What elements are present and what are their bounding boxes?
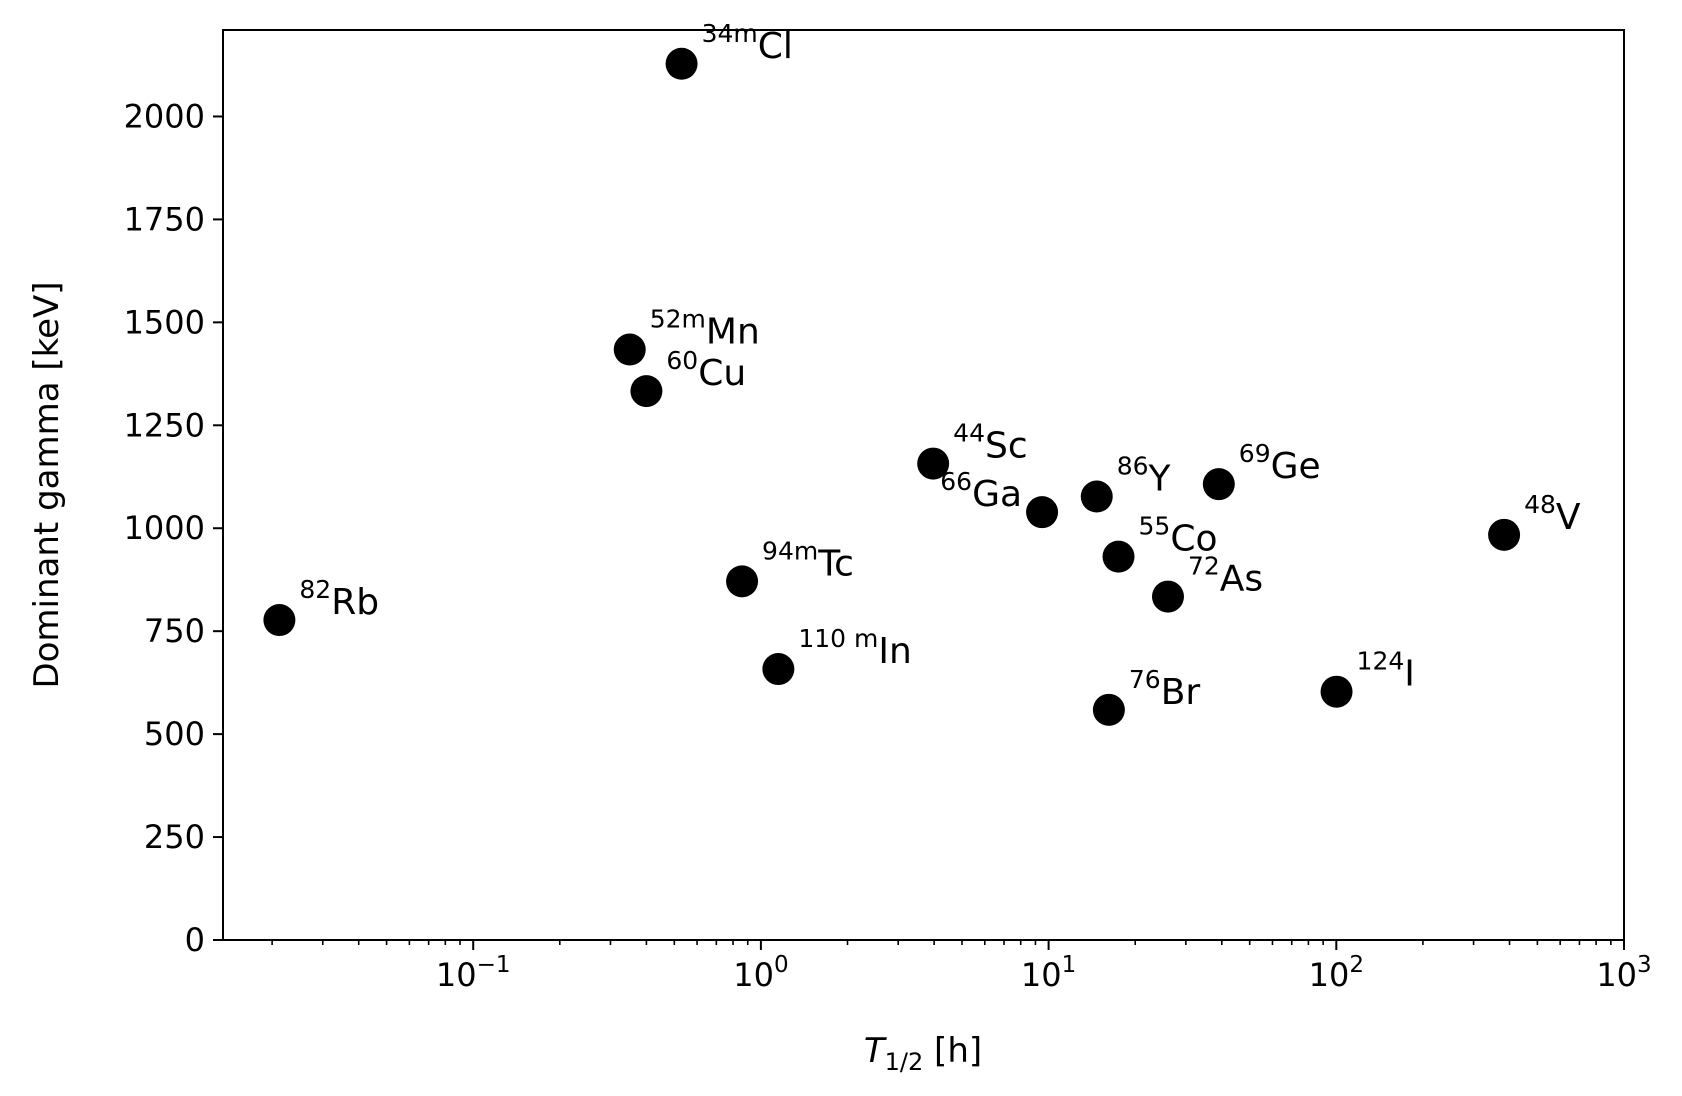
isotope-element: Tc bbox=[817, 543, 854, 584]
y-axis-label: Dominant gamma [keV] bbox=[27, 281, 67, 688]
isotope-mass-number: 82 bbox=[299, 575, 331, 604]
x-tick-base: 10 bbox=[1309, 956, 1350, 994]
point-86-y-label: 86Y bbox=[1117, 452, 1172, 500]
point-44-sc-label: 44Sc bbox=[953, 419, 1027, 467]
isotope-mass-number: 66 bbox=[940, 467, 972, 496]
point-34m-cl bbox=[665, 47, 698, 80]
isotope-mass-number: 55 bbox=[1139, 512, 1171, 541]
point-82-rb-label: 82Rb bbox=[299, 575, 379, 623]
isotope-element: Mn bbox=[706, 312, 760, 353]
y-tick-label: 500 bbox=[144, 715, 205, 753]
y-tick-label: 0 bbox=[185, 921, 205, 959]
point-55-co bbox=[1102, 540, 1135, 573]
point-55-co-label: 55Co bbox=[1139, 512, 1218, 560]
isotope-mass-number: 76 bbox=[1129, 665, 1161, 694]
x-tick-base: 10 bbox=[1596, 956, 1637, 994]
isotope-element: I bbox=[1404, 654, 1415, 695]
point-110-m-in-label: 110 mIn bbox=[798, 624, 911, 672]
point-76-br-label: 76Br bbox=[1129, 665, 1201, 713]
x-tick-label: 101 bbox=[1021, 952, 1076, 994]
y-tick-label: 1250 bbox=[124, 406, 205, 444]
x-axis-subscript: 1/2 bbox=[885, 1048, 924, 1076]
point-48-v-label: 48V bbox=[1524, 490, 1581, 538]
y-axis-ticks: 0 250 500 750 1000 1250 1500 1750 2000 bbox=[124, 97, 223, 959]
point-86-y bbox=[1080, 480, 1113, 513]
x-axis-ticks: 10−1 100 101 102 103 bbox=[271, 940, 1652, 994]
point-72-as-label: 72As bbox=[1188, 552, 1263, 600]
isotope-mass-number: 69 bbox=[1239, 439, 1271, 468]
x-tick-exponent: 3 bbox=[1637, 952, 1652, 978]
isotope-mass-number: 34m bbox=[702, 19, 758, 48]
isotope-mass-number: 86 bbox=[1117, 452, 1149, 481]
x-axis-symbol: T bbox=[864, 1031, 887, 1071]
point-34m-cl-label: 34mCl bbox=[702, 19, 793, 67]
point-82-rb bbox=[263, 604, 296, 637]
point-44-sc bbox=[917, 447, 950, 480]
point-66-ga bbox=[1026, 496, 1059, 529]
y-tick-label: 2000 bbox=[124, 97, 205, 135]
plot-frame bbox=[222, 29, 1625, 941]
point-94m-tc-label: 94mTc bbox=[762, 536, 854, 584]
isotope-element: Rb bbox=[331, 582, 379, 623]
isotope-mass-number: 94m bbox=[762, 536, 818, 565]
x-axis-label: T1/2 [h] bbox=[864, 1031, 982, 1076]
isotope-mass-number: 124 bbox=[1357, 647, 1405, 676]
isotope-element: In bbox=[878, 631, 911, 672]
isotope-element: As bbox=[1220, 559, 1263, 600]
point-72-as bbox=[1151, 580, 1184, 613]
x-tick-base: 10 bbox=[733, 956, 774, 994]
x-tick-exponent: 1 bbox=[1062, 952, 1077, 978]
isotope-element: Co bbox=[1170, 519, 1217, 560]
x-tick-label: 103 bbox=[1596, 952, 1651, 994]
point-52m-mn-label: 52mMn bbox=[650, 305, 760, 353]
x-tick-label: 102 bbox=[1309, 952, 1364, 994]
y-tick-label: 250 bbox=[144, 818, 205, 856]
isotope-element: Br bbox=[1161, 672, 1201, 713]
y-tick-label: 1500 bbox=[124, 303, 205, 341]
isotope-mass-number: 72 bbox=[1188, 552, 1220, 581]
point-52m-mn bbox=[613, 333, 646, 366]
y-tick-label: 750 bbox=[144, 612, 205, 650]
data-points bbox=[263, 47, 1521, 726]
x-tick-exponent: 2 bbox=[1349, 952, 1364, 978]
x-tick-exponent: −1 bbox=[477, 952, 511, 978]
point-69-ge bbox=[1202, 468, 1235, 501]
isotope-mass-number: 48 bbox=[1524, 490, 1556, 519]
point-60-cu bbox=[630, 375, 663, 408]
point-66-ga-label: 66Ga bbox=[940, 467, 1022, 515]
x-tick-base: 10 bbox=[1021, 956, 1062, 994]
isotope-mass-number: 110 m bbox=[798, 624, 878, 653]
point-110-m-in bbox=[762, 653, 795, 686]
isotope-element: Ga bbox=[972, 474, 1022, 515]
point-60-cu-label: 60Cu bbox=[666, 346, 746, 394]
point-124-i bbox=[1320, 675, 1353, 708]
y-tick-label: 1000 bbox=[124, 509, 205, 547]
isotope-mass-number: 60 bbox=[666, 346, 698, 375]
isotope-element: Cl bbox=[758, 26, 793, 67]
isotope-element: Ge bbox=[1271, 446, 1321, 487]
x-tick-label: 100 bbox=[733, 952, 788, 994]
point-69-ge-label: 69Ge bbox=[1239, 439, 1321, 487]
isotope-mass-number: 44 bbox=[953, 419, 985, 448]
x-axis-unit: [h] bbox=[923, 1031, 982, 1071]
isotope-element: Sc bbox=[985, 426, 1028, 467]
x-tick-exponent: 0 bbox=[774, 952, 789, 978]
isotope-element: Cu bbox=[698, 353, 746, 394]
isotope-element: V bbox=[1556, 497, 1581, 538]
point-124-i-label: 124I bbox=[1357, 647, 1415, 695]
point-94m-tc bbox=[726, 565, 759, 598]
point-48-v bbox=[1488, 518, 1521, 551]
isotope-element: Y bbox=[1148, 459, 1172, 500]
point-76-br bbox=[1092, 693, 1125, 726]
x-tick-label: 10−1 bbox=[436, 952, 511, 994]
isotope-mass-number: 52m bbox=[650, 305, 706, 334]
y-tick-label: 1750 bbox=[124, 200, 205, 238]
x-tick-base: 10 bbox=[436, 956, 477, 994]
